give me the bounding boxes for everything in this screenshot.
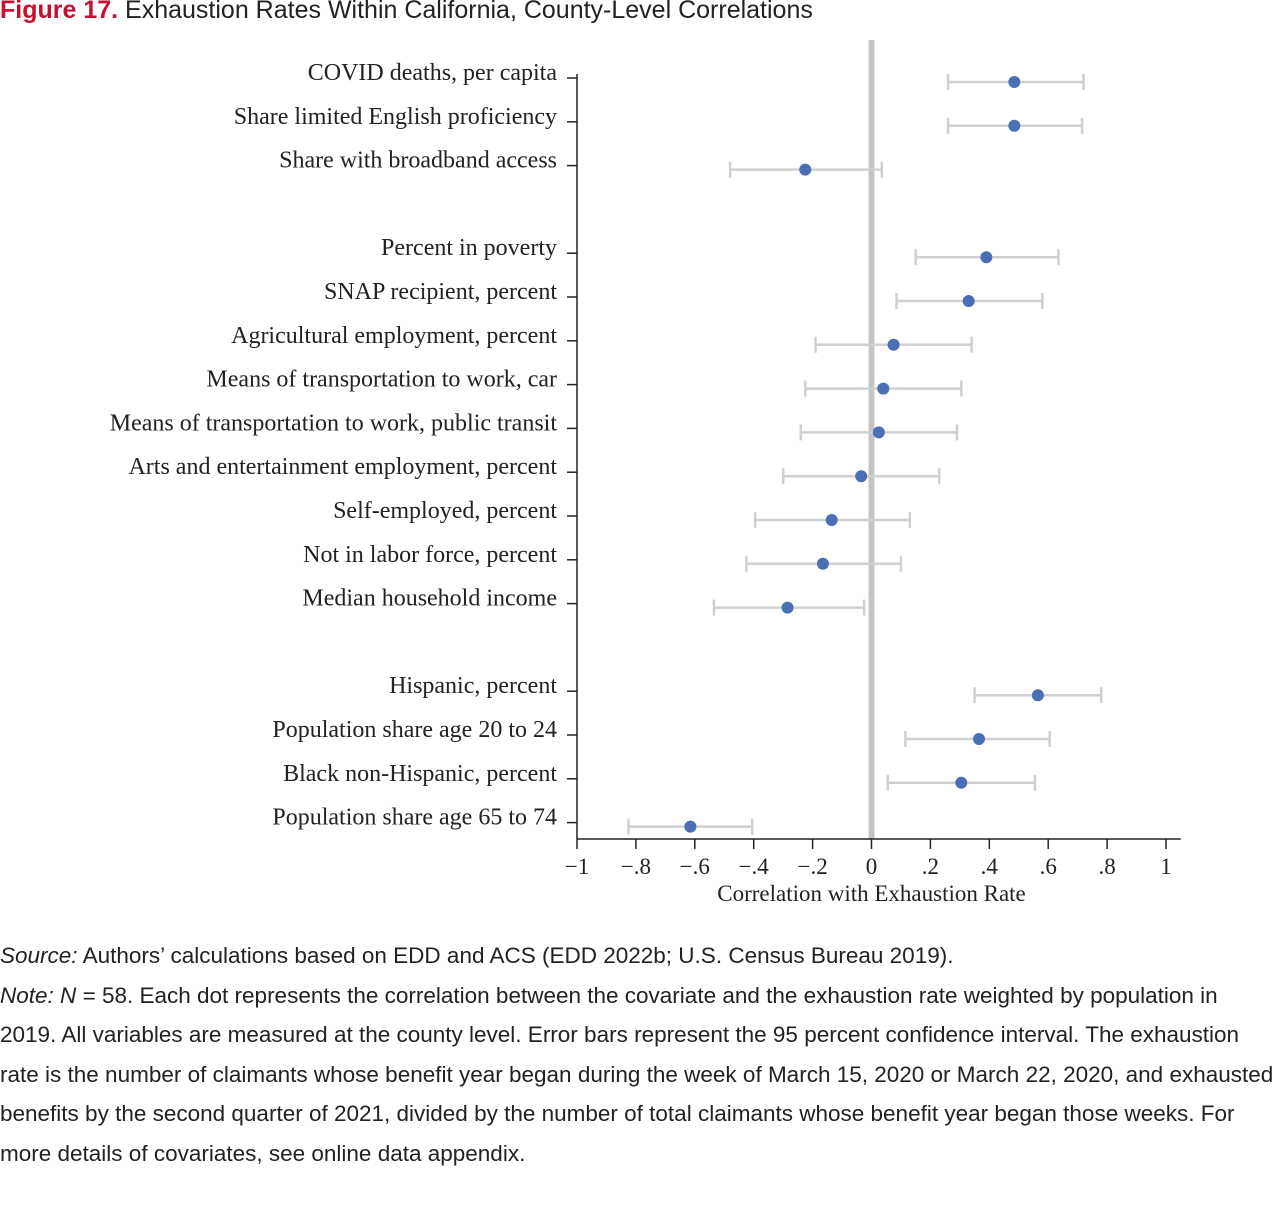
data-point bbox=[684, 820, 697, 833]
x-tick-label: 0 bbox=[866, 854, 878, 879]
row-label: Hispanic, percent bbox=[389, 673, 557, 699]
x-tick-label: −.6 bbox=[680, 854, 710, 879]
note-paragraph: Note: N = 58. Each dot represents the co… bbox=[0, 976, 1280, 1174]
data-point bbox=[825, 514, 838, 526]
note-label: Note: bbox=[0, 982, 54, 1008]
data-point bbox=[887, 338, 900, 351]
x-axis-title: Correlation with Exhaustion Rate bbox=[717, 881, 1026, 906]
data-point bbox=[872, 426, 885, 439]
source-text: Authors’ calculations based on EDD and A… bbox=[82, 943, 954, 968]
data-point bbox=[972, 733, 985, 745]
figure-notes: Source: Authors’ calculations based on E… bbox=[0, 936, 1280, 1174]
data-point bbox=[980, 251, 993, 264]
x-tick-label: −.2 bbox=[797, 854, 827, 879]
x-tick-label: −1 bbox=[565, 854, 589, 879]
row-label: Black non-Hispanic, percent bbox=[283, 761, 557, 787]
data-point bbox=[1031, 689, 1044, 702]
data-point bbox=[877, 382, 890, 395]
row-label: Arts and entertainment employment, perce… bbox=[128, 454, 557, 480]
x-tick-label: 1 bbox=[1160, 854, 1172, 879]
row-label: Agricultural employment, percent bbox=[231, 323, 557, 349]
row-label: Median household income bbox=[302, 586, 557, 612]
x-tick-label: −.8 bbox=[621, 854, 651, 879]
figure-label: Figure 17. bbox=[0, 0, 119, 24]
row-label: Self-employed, percent bbox=[333, 498, 557, 524]
x-tick-label: .6 bbox=[1040, 854, 1057, 879]
correlation-dot-whisker-chart: −1 −.8 −.6 −.4 −.2 0 .2 .4 .6 .8 1 Correlation with… bbox=[110, 40, 1181, 906]
data-point bbox=[1008, 76, 1021, 88]
x-tick-label: .2 bbox=[922, 854, 939, 879]
data-point bbox=[799, 163, 812, 176]
row-label: Means of transportation to work, car bbox=[206, 367, 557, 393]
row-label: SNAP recipient, percent bbox=[324, 279, 557, 305]
row-label: Population share age 65 to 74 bbox=[272, 805, 557, 831]
x-tick-label: .4 bbox=[981, 854, 999, 879]
row-label: Not in labor force, percent bbox=[303, 542, 557, 568]
data-point bbox=[955, 776, 968, 789]
data-point bbox=[781, 601, 794, 614]
note-n: N bbox=[60, 982, 77, 1008]
source-note: Source: Authors’ calculations based on E… bbox=[0, 936, 1280, 976]
note-text: = 58. Each dot represents the correlatio… bbox=[0, 982, 1274, 1166]
row-label: Share with broadband access bbox=[279, 148, 557, 174]
data-point bbox=[962, 295, 975, 307]
row-label: Means of transportation to work, public … bbox=[110, 410, 558, 436]
row-label: Population share age 20 to 24 bbox=[272, 717, 557, 743]
figure-title-text: Exhaustion Rates Within California, Coun… bbox=[125, 0, 813, 24]
row-label: Percent in poverty bbox=[381, 235, 557, 261]
x-tick-label: .8 bbox=[1098, 854, 1115, 879]
source-label: Source: bbox=[0, 943, 78, 968]
x-tick-label: −.4 bbox=[739, 854, 770, 879]
data-point bbox=[1008, 119, 1021, 132]
figure-title: Figure 17. Exhaustion Rates Within Calif… bbox=[0, 0, 813, 25]
row-label: Share limited English proficiency bbox=[234, 104, 557, 130]
data-point bbox=[855, 470, 868, 483]
data-point bbox=[816, 557, 829, 570]
row-label: COVID deaths, per capita bbox=[308, 60, 558, 86]
